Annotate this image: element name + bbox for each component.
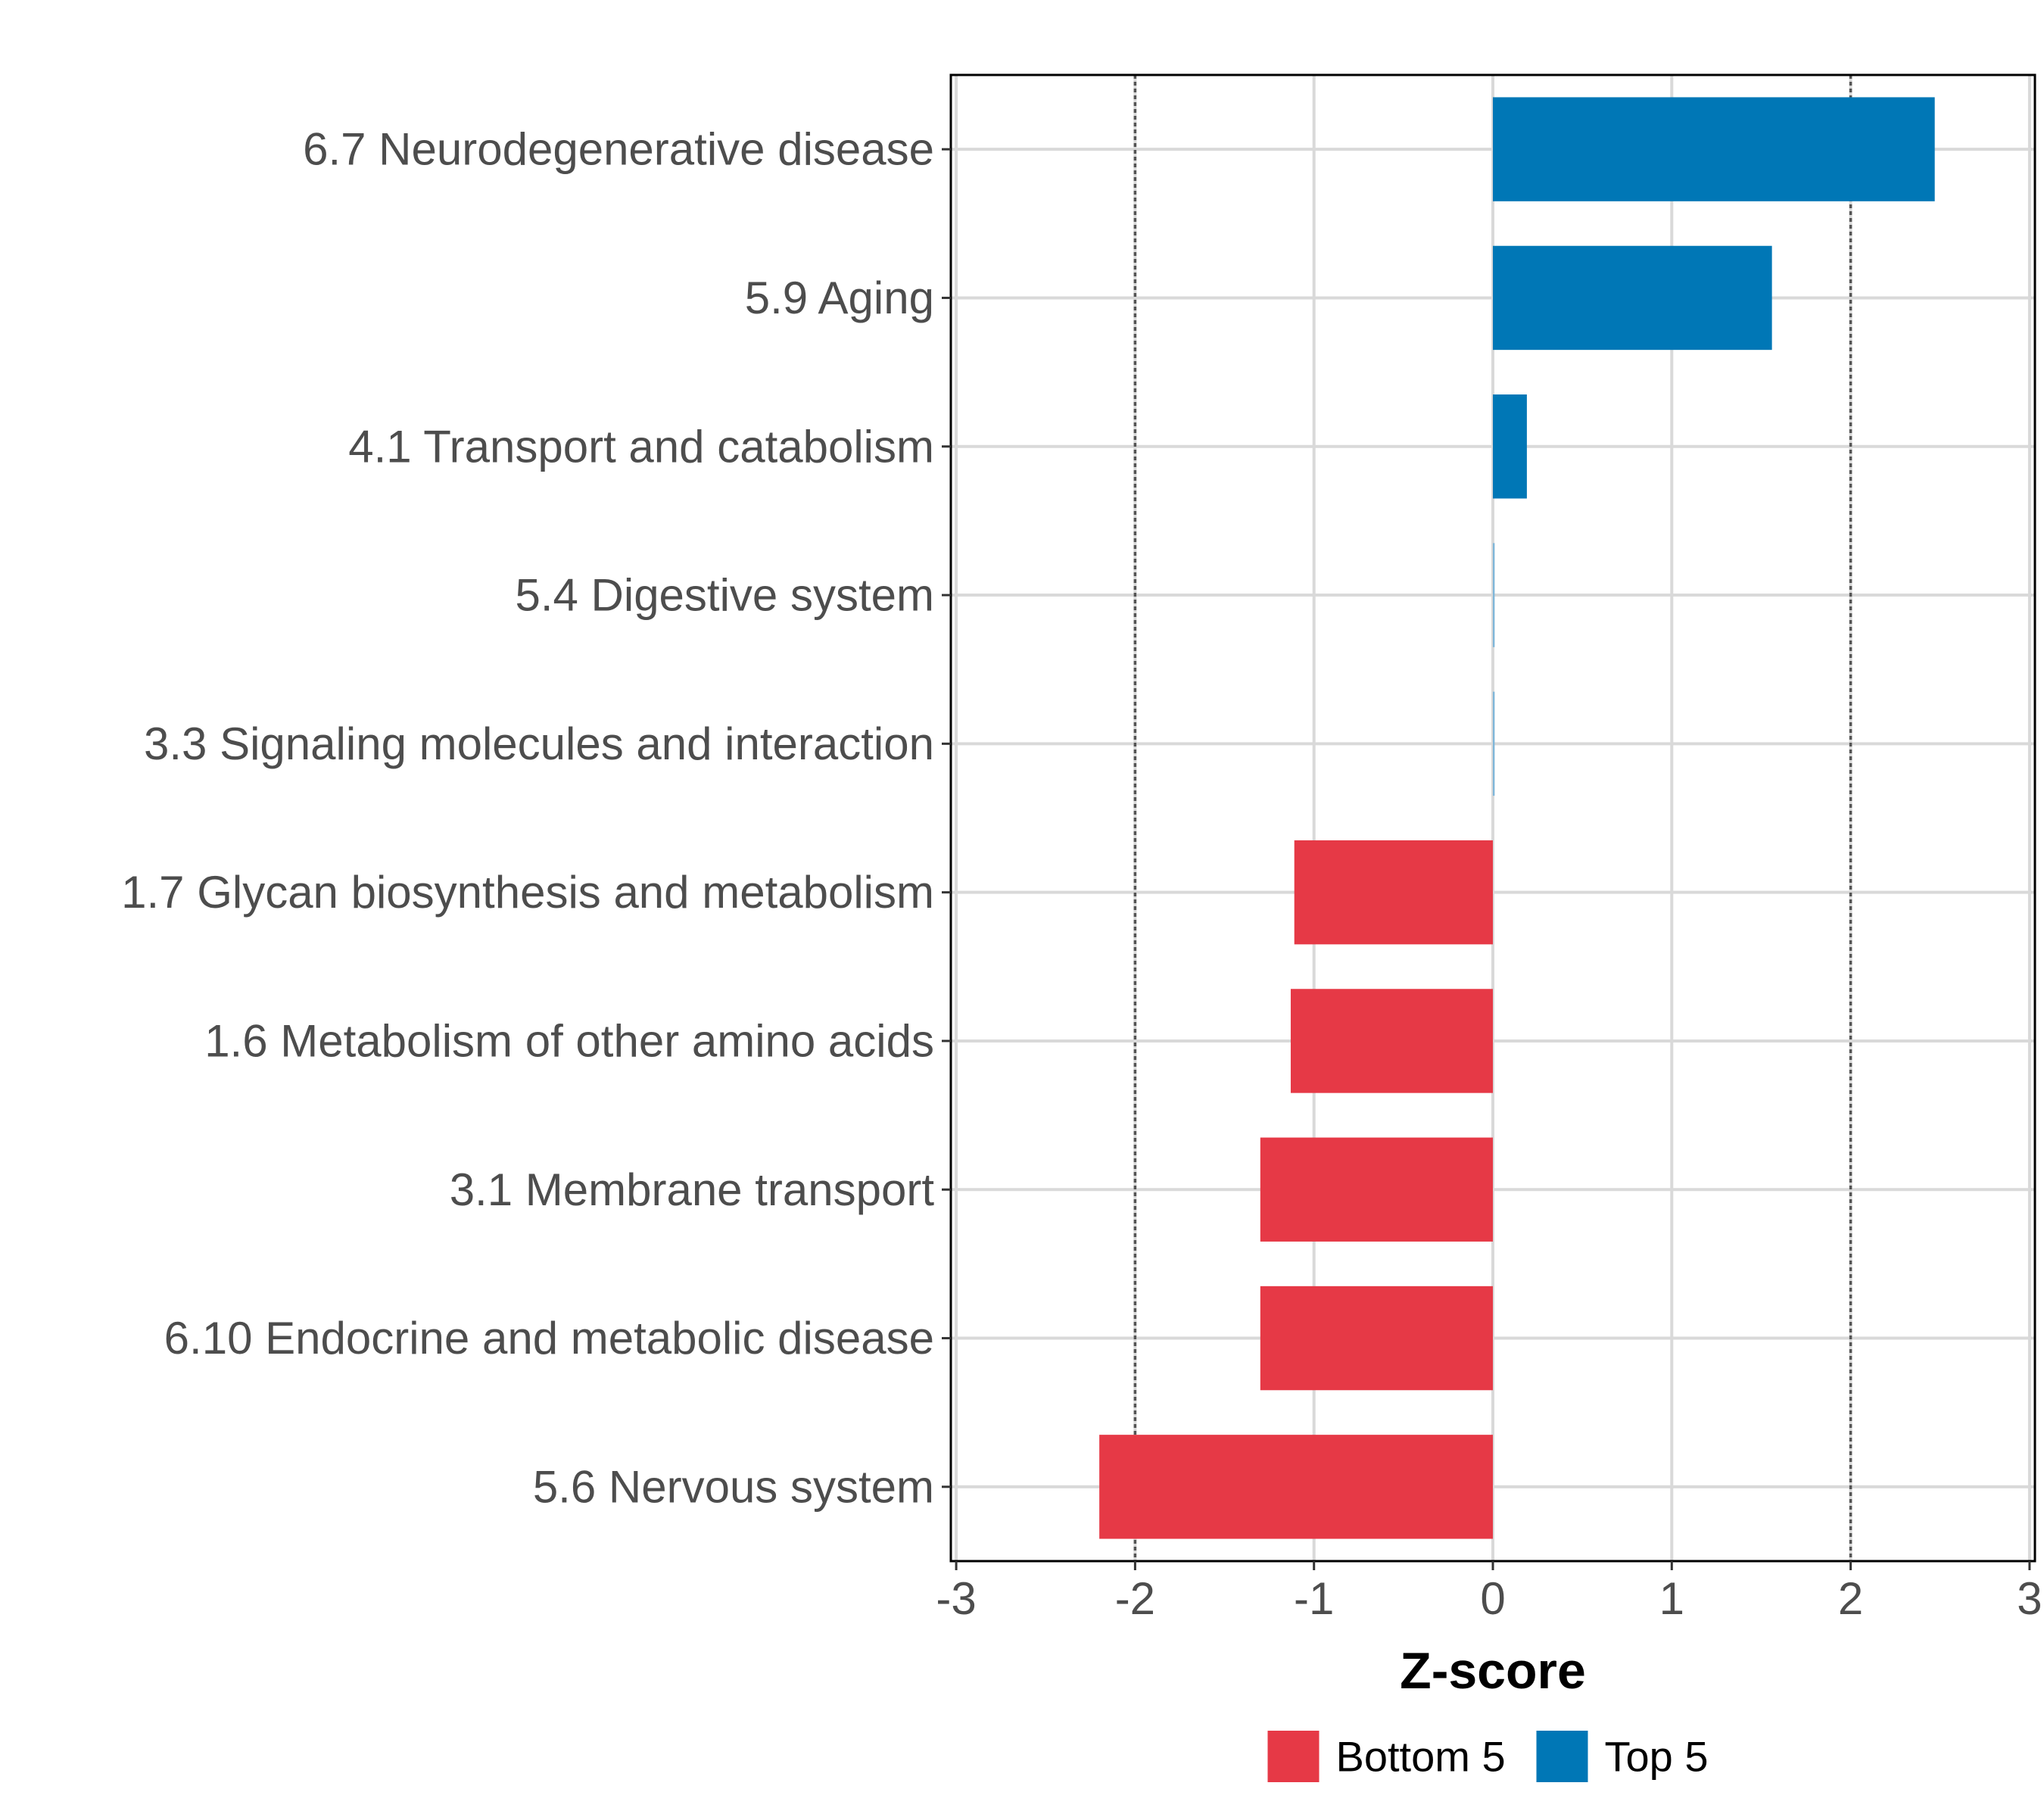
bar	[1294, 840, 1493, 945]
bar	[1493, 394, 1527, 499]
legend-swatch	[1267, 1731, 1320, 1782]
category-label: 3.1 Membrane transport	[450, 1164, 935, 1215]
bar	[1099, 1435, 1493, 1539]
category-label: 1.6 Metabolism of other amino acids	[204, 1015, 934, 1066]
category-label: 3.3 Signaling molecules and interaction	[144, 718, 934, 769]
x-axis: -3 -2 -1 0 1 2 3	[936, 1561, 2042, 1624]
x-tick-label: -2	[1115, 1573, 1155, 1624]
category-label: 5.9 Aging	[745, 273, 934, 323]
x-tick-label: 0	[1480, 1573, 1505, 1624]
x-tick-label: -1	[1294, 1573, 1334, 1624]
legend-label: Top 5	[1605, 1733, 1709, 1781]
category-label: 4.1 Transport and catabolism	[348, 421, 934, 472]
bar	[1260, 1137, 1493, 1242]
legend: Bottom 5 Top 5	[1267, 1731, 1709, 1782]
category-label: 5.4 Digestive system	[515, 570, 934, 621]
category-label: 6.10 Endocrine and metabolic disease	[164, 1313, 934, 1364]
reference-lines	[1133, 75, 1852, 1561]
x-tick-label: 2	[1838, 1573, 1863, 1624]
legend-label: Bottom 5	[1336, 1733, 1506, 1781]
bar	[1493, 691, 1495, 796]
category-label: 1.7 Glycan biosynthesis and metabolism	[121, 867, 934, 918]
bar	[1493, 245, 1772, 351]
x-axis-title: Z-score	[1400, 1642, 1586, 1700]
bar	[1260, 1286, 1493, 1391]
legend-swatch	[1536, 1731, 1588, 1782]
category-label: 6.7 Neurodegenerative disease	[303, 124, 934, 175]
bar	[1493, 543, 1495, 647]
bar	[1493, 97, 1935, 201]
y-axis: 6.7 Neurodegenerative disease 5.9 Aging 4.…	[121, 124, 951, 1512]
category-label: 5.6 Nervous system	[533, 1461, 934, 1512]
bars	[1099, 97, 1935, 1539]
x-tick-label: 1	[1659, 1573, 1684, 1624]
x-tick-label: -3	[936, 1573, 976, 1624]
x-tick-label: 3	[2017, 1573, 2042, 1624]
bar	[1290, 989, 1493, 1093]
